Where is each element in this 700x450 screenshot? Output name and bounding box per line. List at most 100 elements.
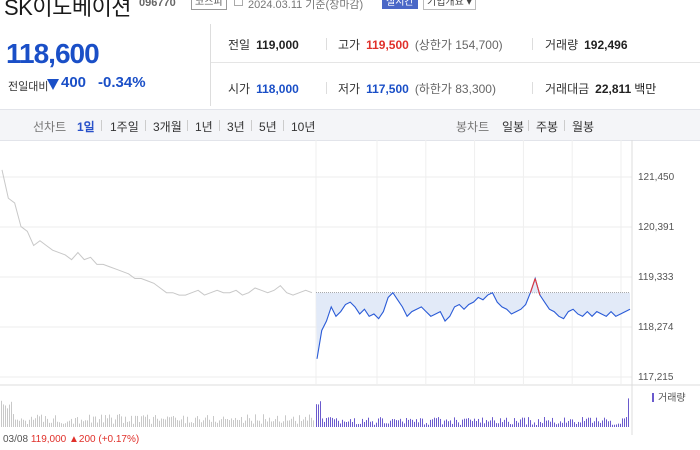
volume-bar <box>616 424 617 427</box>
tab-monthly-candle[interactable]: 월봉 <box>572 120 595 134</box>
volume-bar <box>145 416 146 427</box>
tab-1day[interactable]: 1일 <box>77 120 95 134</box>
volume-bar <box>223 416 224 427</box>
volume-bar <box>23 419 24 427</box>
volume-bar <box>486 420 487 427</box>
volume-bar <box>5 405 6 427</box>
volume-bar <box>31 416 32 427</box>
volume-bar <box>97 422 98 427</box>
volume-bar <box>428 424 429 427</box>
volume-bar <box>307 420 308 427</box>
volume-bar <box>394 419 395 427</box>
volume-bar <box>137 415 138 427</box>
volume-bar <box>368 417 369 427</box>
volume-bar <box>47 418 48 427</box>
volume-bar <box>33 419 34 427</box>
above-reference-segment <box>534 278 541 296</box>
volume-bar <box>301 420 302 427</box>
volume-bar <box>328 417 329 427</box>
volume-bar <box>111 417 112 427</box>
volume-bar <box>354 418 355 427</box>
price-summary: 118,600 전일대비 400 -0.34% <box>0 24 210 104</box>
volume-bar <box>322 418 323 427</box>
volume-bar <box>542 423 543 427</box>
volume-bar <box>125 416 126 427</box>
volume-bar <box>344 421 345 427</box>
tab-1week[interactable]: 1주일 <box>110 120 139 134</box>
volume-bar <box>386 423 387 427</box>
volume-bar <box>338 420 339 427</box>
volume-bar <box>159 420 160 427</box>
prev-day-summary: 03/08 119,000 ▲200 (+0.17%) <box>3 434 140 445</box>
volume-bar <box>285 415 286 427</box>
company-overview-button[interactable]: 기업개요 ▾ <box>423 0 476 10</box>
realtime-button[interactable]: 실시간 <box>382 0 418 9</box>
volume-bar <box>271 421 272 427</box>
tab-3months[interactable]: 3개월 <box>153 120 182 134</box>
tab-1year[interactable]: 1년 <box>195 120 213 134</box>
volume-bar <box>438 417 439 427</box>
volume-bar <box>318 404 319 427</box>
volume-bar <box>402 421 403 427</box>
volume-bar <box>476 421 477 427</box>
tab-3years[interactable]: 3년 <box>227 120 245 134</box>
volume-bar <box>235 417 236 427</box>
volume-bar <box>169 417 170 427</box>
volume-bar <box>424 424 425 427</box>
volume-bar <box>348 421 349 427</box>
volume-bar <box>484 423 485 427</box>
volume-bar <box>452 423 453 427</box>
volume-bar <box>608 421 609 427</box>
volume-bar <box>494 420 495 427</box>
volume-bar <box>161 418 162 427</box>
volume-bar <box>330 417 331 427</box>
volume-bar <box>289 420 290 427</box>
stock-header: SK이노베이션 096770 코스피 2024.03.11 기준(장마감) 실시… <box>0 0 700 20</box>
volume-bar <box>61 423 62 427</box>
volume-bar <box>203 420 204 427</box>
volume-bar <box>624 418 625 427</box>
volume-bar <box>11 401 12 427</box>
volume-bar <box>153 416 154 427</box>
volume-bar <box>444 420 445 427</box>
volume-bar <box>101 414 102 427</box>
volume-bar <box>283 421 284 427</box>
volume-bar <box>13 414 14 427</box>
tab-weekly-candle[interactable]: 주봉 <box>536 120 559 134</box>
volume-bar <box>165 419 166 427</box>
volume-bar <box>35 418 36 427</box>
volume-bar <box>414 421 415 427</box>
change-percent: -0.34% <box>98 74 146 91</box>
tab-daily-candle[interactable]: 일봉 <box>502 120 525 134</box>
tab-10years[interactable]: 10년 <box>291 120 316 134</box>
volume-bar <box>147 414 148 427</box>
volume-bar <box>496 423 497 427</box>
volume-bar <box>408 419 409 427</box>
volume-bar <box>257 420 258 427</box>
volume-bar <box>340 423 341 427</box>
volume-bar <box>336 418 337 427</box>
volume-bar <box>107 418 108 427</box>
chart-grid <box>0 140 700 435</box>
divider <box>210 24 211 106</box>
volume-bar <box>398 420 399 427</box>
volume-bar <box>85 420 86 427</box>
stock-code: 096770 <box>139 0 176 9</box>
volume-bar <box>456 419 457 427</box>
volume-bar <box>320 401 321 427</box>
prev-day-series-line <box>1 169 313 296</box>
tab-5years[interactable]: 5년 <box>259 120 277 134</box>
volume-bar <box>105 415 106 427</box>
volume-bar <box>135 415 136 427</box>
volume-bar <box>143 415 144 427</box>
volume-bar <box>544 417 545 427</box>
volume-bar <box>568 420 569 427</box>
volume-bar <box>43 421 44 427</box>
volume-bar <box>392 419 393 427</box>
volume-bar <box>596 417 597 427</box>
volume-bar <box>468 418 469 427</box>
volume-bar <box>199 419 200 427</box>
volume-bar <box>350 419 351 427</box>
volume-bar <box>263 414 264 427</box>
volume-bar <box>376 422 377 427</box>
